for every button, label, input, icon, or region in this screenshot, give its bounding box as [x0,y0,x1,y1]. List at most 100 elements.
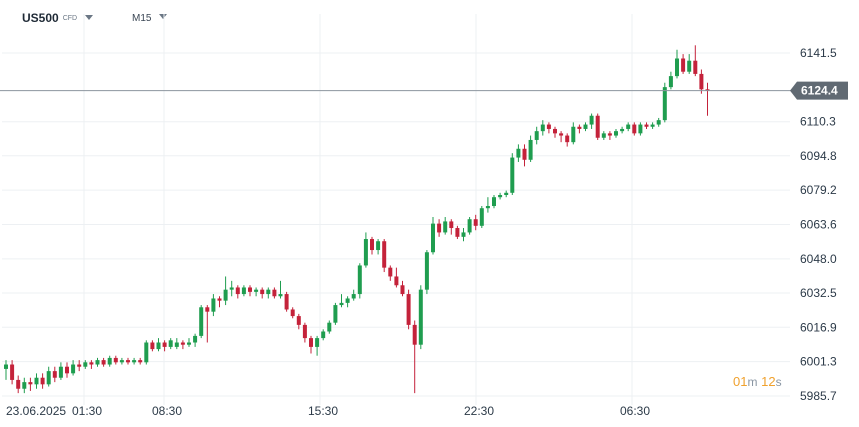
candle-body [583,124,588,129]
candle-body [406,294,411,325]
candle-body [424,252,429,290]
candle-body [77,364,82,367]
chevron-down-icon [85,15,94,20]
x-tick-label: 22:30 [464,404,494,418]
candle-body [113,357,118,363]
candle-body [437,223,442,233]
candle-body [180,342,185,345]
candle-body [388,267,393,277]
y-tick-label: 6079.2 [800,183,837,197]
candle-body [699,73,704,90]
candle-body [248,287,252,292]
candle-body [327,322,332,332]
candle-body [46,371,51,385]
y-tick-label: 6110.3 [800,115,836,129]
candle-body [620,128,625,132]
candle-body [28,382,33,385]
candle-body [132,360,137,363]
candle-body [199,307,204,336]
x-tick-label: 15:30 [308,404,338,418]
candle-body [455,228,460,237]
candle-body [382,241,387,268]
candle-body [534,131,539,140]
candle-body [260,289,265,295]
candle-body [528,139,533,160]
candle-body [22,382,27,389]
candle-body [632,124,637,134]
y-axis: 6141.5 6110.3 6094.8 6079.2 6063.6 6048.0 6032… [800,46,837,403]
candle-body [16,379,21,389]
candle-body [473,219,478,226]
candle-body [241,287,246,295]
candle-body [449,221,454,229]
candle-body [461,232,466,237]
current-price-label: 6124.4 [801,84,838,98]
candle-body [431,223,435,253]
candle-body [626,124,631,129]
candle-body [693,60,698,74]
candle-body [467,219,472,233]
candle-body [296,316,301,325]
y-tick-label: 6141.5 [800,46,837,60]
candle-body [345,298,350,303]
candle-body [589,115,594,125]
candle-body [156,342,161,350]
candle-body [498,194,503,198]
candle-body [510,157,515,193]
y-tick-label: 6016.9 [800,320,837,334]
timeframe-selector[interactable]: M15 [132,13,168,24]
symbol-selector[interactable]: US500 CFD [22,11,94,25]
candle-body [644,124,649,127]
countdown-seconds: 12 [761,374,776,389]
candle-body [162,342,167,347]
x-axis: 23.06.2025 01:30 08:30 15:30 22:30 06:30 [6,404,650,418]
y-tick-label: 6001.3 [800,355,837,369]
candle-body [333,305,338,323]
candle-body [412,324,417,345]
candle-body [52,371,57,378]
candle-body [89,362,94,365]
y-tick-label: 5985.7 [800,389,837,403]
candle-body [656,120,661,125]
candle-body [193,335,198,343]
candle-body [71,364,76,374]
candle-body [278,294,283,297]
y-tick-label: 6048.0 [800,252,837,266]
candle-body [174,342,179,347]
countdown-minutes: 01 [733,374,748,389]
candle-body [235,287,240,295]
x-tick-label: 01:30 [72,404,102,418]
candle-body [565,135,570,143]
candle-body [83,362,88,367]
candle-body [272,289,277,297]
x-tick-label: 08:30 [152,404,182,418]
candle-body [65,366,69,374]
candle-body [321,331,326,339]
symbol-type: CFD [62,15,78,22]
candle-body [40,377,45,385]
candle-body [223,289,228,301]
candle-body [705,89,710,91]
candle-body [34,377,39,385]
candle-body [675,58,679,77]
candle-body [119,360,124,363]
candle-body [150,342,155,350]
countdown-seconds-unit: s [775,375,782,389]
candle-body [205,307,210,312]
candle-body [187,342,191,345]
candle-body [400,285,405,295]
candle-body [650,124,655,127]
current-price-tag [790,81,848,100]
candle-body [363,239,368,266]
candle-body [229,287,234,290]
candle-body [254,289,259,292]
candle-body [662,87,667,121]
candle-body [595,115,600,138]
candle-body [687,60,692,72]
candle-body [681,58,686,72]
candle-body [540,124,545,132]
candle-body [4,364,8,369]
candle-body [668,76,673,88]
candle-body [479,208,484,226]
